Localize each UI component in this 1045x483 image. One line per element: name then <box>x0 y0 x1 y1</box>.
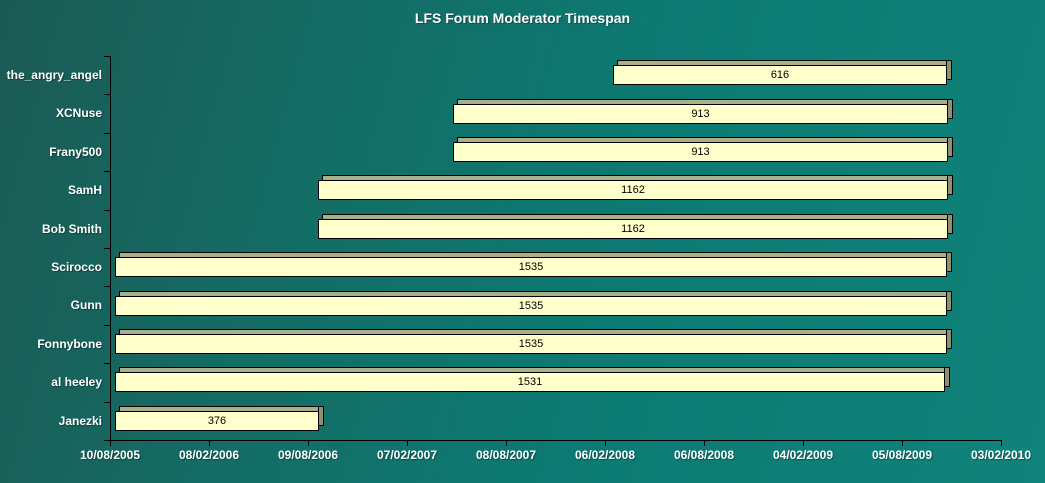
y-tick <box>104 248 110 249</box>
x-axis-label: 05/08/2009 <box>871 448 933 462</box>
bar: 913 <box>453 104 948 124</box>
bar-value-label: 376 <box>207 415 227 427</box>
y-tick <box>104 440 110 441</box>
bar-value-label: 1162 <box>621 223 645 235</box>
bar-value-label: 913 <box>691 108 710 120</box>
y-axis-label: Fonnybone <box>37 337 102 351</box>
x-tick <box>704 441 705 446</box>
bar: 913 <box>453 142 948 162</box>
x-axis <box>110 440 1002 441</box>
y-tick <box>104 171 110 172</box>
x-axis-label: 10/08/2005 <box>79 448 141 462</box>
bar: 1535 <box>115 334 947 354</box>
x-axis-label: 04/02/2009 <box>772 448 834 462</box>
bar: 1162 <box>318 180 948 200</box>
x-tick <box>407 441 408 446</box>
y-axis-label: Janezki <box>58 414 102 428</box>
y-axis-label: al heeley <box>51 375 102 389</box>
y-tick <box>104 56 110 57</box>
x-axis-label: 07/02/2007 <box>376 448 438 462</box>
bar: 616 <box>613 65 947 85</box>
x-tick <box>110 441 111 446</box>
y-tick <box>104 402 110 403</box>
y-tick <box>104 210 110 211</box>
x-tick <box>1001 441 1002 446</box>
bar: 376 <box>115 411 319 431</box>
bar-value-label: 1531 <box>517 376 543 388</box>
x-tick <box>209 441 210 446</box>
bar: 1531 <box>115 372 945 392</box>
x-tick <box>308 441 309 446</box>
y-axis-label: Bob Smith <box>42 222 102 236</box>
x-tick <box>902 441 903 446</box>
x-axis-label: 08/08/2007 <box>475 448 537 462</box>
bar-value-label: 616 <box>770 69 790 81</box>
x-tick <box>605 441 606 446</box>
y-tick <box>104 94 110 95</box>
x-axis-label: 03/02/2010 <box>970 448 1032 462</box>
y-axis-label: XCNuse <box>55 106 102 120</box>
y-axis-label: the_angry_angel <box>6 68 102 82</box>
y-tick <box>104 286 110 287</box>
bar-value-label: 1535 <box>518 261 544 273</box>
bar-value-label: 1535 <box>518 338 544 350</box>
y-tick <box>104 325 110 326</box>
y-tick <box>104 133 110 134</box>
bar: 1535 <box>115 296 947 316</box>
bar: 1535 <box>115 257 947 277</box>
x-tick <box>803 441 804 446</box>
y-tick <box>104 363 110 364</box>
y-axis <box>110 56 111 441</box>
y-axis-label: SamH <box>67 183 102 197</box>
x-axis-label: 06/02/2008 <box>574 448 636 462</box>
x-axis-label: 08/02/2006 <box>178 448 240 462</box>
bar-value-label: 913 <box>691 146 710 158</box>
chart-title: LFS Forum Moderator Timespan <box>414 10 631 26</box>
bar-value-label: 1162 <box>621 184 645 196</box>
y-axis-label: Scirocco <box>51 260 102 274</box>
bar: 1162 <box>318 219 948 239</box>
y-axis-label: Gunn <box>70 298 102 312</box>
bar-value-label: 1535 <box>518 300 544 312</box>
x-axis-label: 09/08/2006 <box>277 448 339 462</box>
x-axis-label: 06/08/2008 <box>673 448 735 462</box>
y-axis-label: Frany500 <box>49 145 102 159</box>
x-tick <box>506 441 507 446</box>
